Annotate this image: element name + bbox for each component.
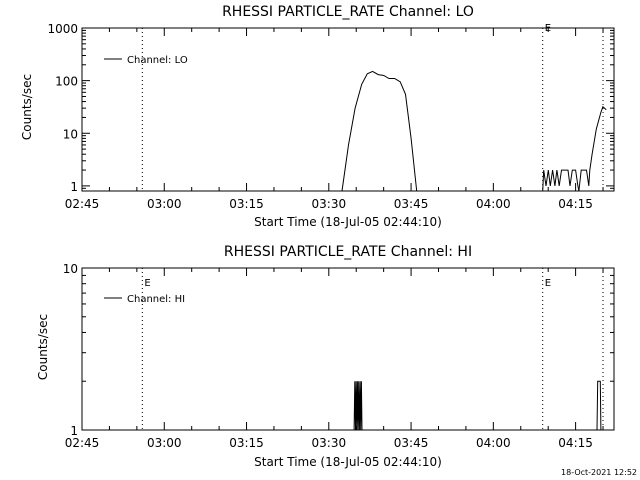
lo-plot-frame [81,27,615,192]
lo-x-axis-label: Start Time (18-Jul-05 02:44:10) [254,215,442,229]
lo-series-line-segment [578,105,607,192]
lo-x-tick-label: 03:15 [229,197,264,211]
footer-timestamp: 18-Oct-2021 12:52 [561,468,637,477]
lo-x-tick-label: 03:00 [147,197,182,211]
hi-y-tick-label: 1 [70,424,78,438]
lo-x-tick-label: 04:00 [476,197,511,211]
hi-plot-frame [81,267,615,431]
lo-channel-panel: RHESSI PARTICLE_RATE Channel: LO Start T… [20,4,615,229]
lo-x-tick-label: 02:45 [65,197,100,211]
lo-y-tick-label: 1 [70,180,78,194]
hi-x-tick-label: 04:00 [476,436,511,450]
hi-x-tick-label: 03:30 [312,436,347,450]
lo-x-tick-label: 03:45 [394,197,429,211]
lo-y-axis-label: Counts/sec [20,74,34,140]
hi-y-axis-label: Counts/sec [36,314,50,380]
lo-chart-title: RHESSI PARTICLE_RATE Channel: LO [222,4,474,20]
lo-y-tick-label: 10 [63,127,78,141]
hi-x-tick-label: 03:15 [229,436,264,450]
hi-series-line-segment [596,380,602,431]
hi-channel-panel: RHESSI PARTICLE_RATE Channel: HI Start T… [36,244,615,469]
lo-vertical-marker-label: E [545,23,551,34]
hi-x-tick-label: 03:45 [394,436,429,450]
hi-vertical-marker-label: E [545,278,551,289]
lo-x-tick-label: 04:15 [558,197,593,211]
lo-series-line-segment [341,70,418,192]
hi-y-tick-label: 10 [63,262,78,276]
hi-x-axis-label: Start Time (18-Jul-05 02:44:10) [254,455,442,469]
hi-x-tick-label: 04:15 [558,436,593,450]
hi-chart-title: RHESSI PARTICLE_RATE Channel: HI [224,244,472,260]
hi-legend-label: Channel: HI [127,294,185,305]
hi-x-tick-label: 02:45 [65,436,100,450]
lo-y-tick-label: 100 [55,75,78,89]
hi-x-tick-label: 03:00 [147,436,182,450]
lo-x-tick-label: 03:30 [312,197,347,211]
hi-series-line-segment [353,381,363,431]
lo-y-tick-label: 1000 [47,22,78,36]
hi-vertical-marker-label: E [144,278,150,289]
lo-legend-label: Channel: LO [127,55,188,66]
lo-series-line-segment [542,169,580,192]
